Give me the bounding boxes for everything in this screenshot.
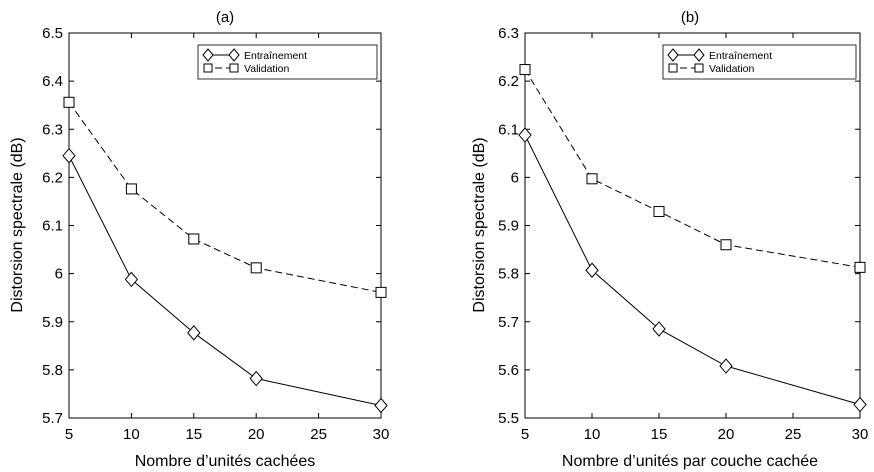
x-tick-label: 30 xyxy=(373,426,390,443)
y-tick-label: 5.6 xyxy=(498,362,519,379)
series-markers xyxy=(62,96,388,414)
square-marker xyxy=(586,173,598,185)
square-marker xyxy=(125,183,137,195)
diamond-marker xyxy=(652,321,666,337)
x-tick-label: 20 xyxy=(248,426,265,443)
axis-ticks: 5 10 15 20 25 30 5.7 5.8 5.9 6 6.1 6.2 6.3 6.4 6.5 xyxy=(42,25,389,443)
legend-square-marker xyxy=(229,63,239,73)
x-tick-label: 20 xyxy=(718,426,735,443)
diamond-marker xyxy=(585,262,599,279)
plot-frame xyxy=(524,32,861,419)
legend-box xyxy=(197,44,378,80)
y-tick-label: 5.9 xyxy=(498,218,519,235)
plot-frame xyxy=(68,32,382,419)
x-tick-label: 5 xyxy=(521,426,529,443)
legend-box xyxy=(662,44,857,80)
legend-diamond-marker xyxy=(693,48,705,62)
y-tick-label: 6 xyxy=(511,169,519,186)
y-tick-label: 6 xyxy=(55,266,63,283)
legend-label: Validation xyxy=(244,63,289,75)
y-axis-label: Distorsion spectrale (dB) xyxy=(9,137,26,312)
series-markers xyxy=(518,64,867,413)
y-tick-label: 5.8 xyxy=(498,266,519,283)
series-lines xyxy=(524,69,861,406)
diamond-marker xyxy=(518,127,532,143)
x-tick-label: 25 xyxy=(310,426,327,443)
legend-diamond-marker xyxy=(228,48,240,62)
y-tick-label: 5.7 xyxy=(498,314,519,331)
legend-square-marker xyxy=(203,63,213,73)
diamond-marker xyxy=(124,271,139,288)
legend-label: Entraînement xyxy=(244,50,307,62)
x-tick-label: 10 xyxy=(123,426,140,443)
chart-title: (a) xyxy=(216,9,234,26)
diamond-marker xyxy=(62,147,76,164)
diamond-marker xyxy=(187,325,201,341)
y-tick-label: 5.7 xyxy=(42,410,63,427)
y-tick-label: 6.3 xyxy=(42,121,63,138)
x-tick-label: 25 xyxy=(785,426,802,443)
chart-title: (b) xyxy=(681,9,699,26)
series-line-validation xyxy=(68,102,382,293)
diamond-marker xyxy=(853,396,867,413)
series-line-entrainement xyxy=(524,134,861,406)
x-axis-label: Nombre d’unités par couche cachée xyxy=(562,453,818,470)
y-tick-label: 6.1 xyxy=(42,218,63,235)
square-marker xyxy=(188,233,200,245)
x-tick-label: 15 xyxy=(651,426,668,443)
y-tick-label: 6.1 xyxy=(498,121,519,138)
legend-label: Validation xyxy=(709,63,754,75)
y-tick-label: 5.8 xyxy=(42,362,63,379)
square-marker xyxy=(653,206,665,218)
square-marker xyxy=(519,64,531,76)
square-marker xyxy=(250,262,262,274)
chart-panel-b: (b) Distorsion spectrale (dB) Nombre d’u… xyxy=(471,9,868,470)
axis-ticks: 5 10 15 20 25 30 5.5 5.6 5.7 5.8 5.9 6 6.1 6.2 6.3 xyxy=(498,25,868,443)
series-lines xyxy=(68,102,382,406)
diamond-marker xyxy=(719,358,733,374)
y-tick-label: 6.2 xyxy=(498,73,519,90)
legend-diamond-marker xyxy=(667,48,679,62)
chart-panel-a: (a) Distorsion spectrale (dB) Nombre d’u… xyxy=(9,9,389,470)
legend-square-marker xyxy=(668,63,678,73)
diamond-marker xyxy=(374,397,388,414)
square-marker xyxy=(854,261,866,273)
y-tick-label: 5.5 xyxy=(498,410,519,427)
y-tick-label: 6.3 xyxy=(498,25,519,42)
x-tick-label: 10 xyxy=(584,426,601,443)
x-tick-label: 30 xyxy=(852,426,869,443)
y-axis-label: Distorsion spectrale (dB) xyxy=(471,137,488,312)
diamond-marker xyxy=(249,370,263,387)
legend-label: Entraînement xyxy=(709,50,772,62)
y-tick-label: 6.5 xyxy=(42,25,63,42)
series-line-validation xyxy=(524,69,861,268)
y-tick-label: 6.2 xyxy=(42,169,63,186)
x-tick-label: 5 xyxy=(65,426,73,443)
square-marker xyxy=(375,286,387,298)
series-line-entrainement xyxy=(68,155,382,406)
legend-diamond-marker xyxy=(202,48,214,62)
x-tick-label: 15 xyxy=(185,426,202,443)
square-marker xyxy=(720,239,732,251)
legend-square-marker xyxy=(694,63,704,73)
x-axis-label: Nombre d’unités cachées xyxy=(135,453,316,470)
y-tick-label: 5.9 xyxy=(42,314,63,331)
y-tick-label: 6.4 xyxy=(42,73,63,90)
square-marker xyxy=(63,96,75,108)
